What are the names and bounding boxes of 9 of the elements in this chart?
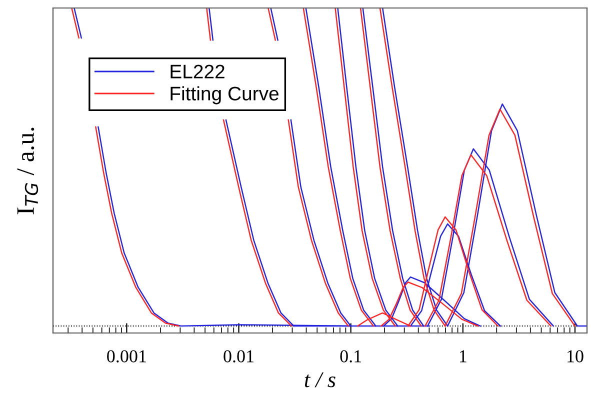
x-tick-label: 0.001 — [107, 350, 146, 362]
legend-label: EL222 — [170, 64, 224, 78]
x-tick-label: 1 — [460, 350, 466, 362]
x-tick-label: 0.1 — [340, 350, 362, 362]
x-axis-title: t / s — [304, 372, 336, 388]
x-tick-label: 0.01 — [224, 350, 254, 362]
y-axis-title: I$_{TG}$ / a.u. — [17, 128, 38, 214]
legend-label: Fitting Curve — [170, 86, 278, 104]
x-tick-label: 10 — [568, 350, 584, 362]
